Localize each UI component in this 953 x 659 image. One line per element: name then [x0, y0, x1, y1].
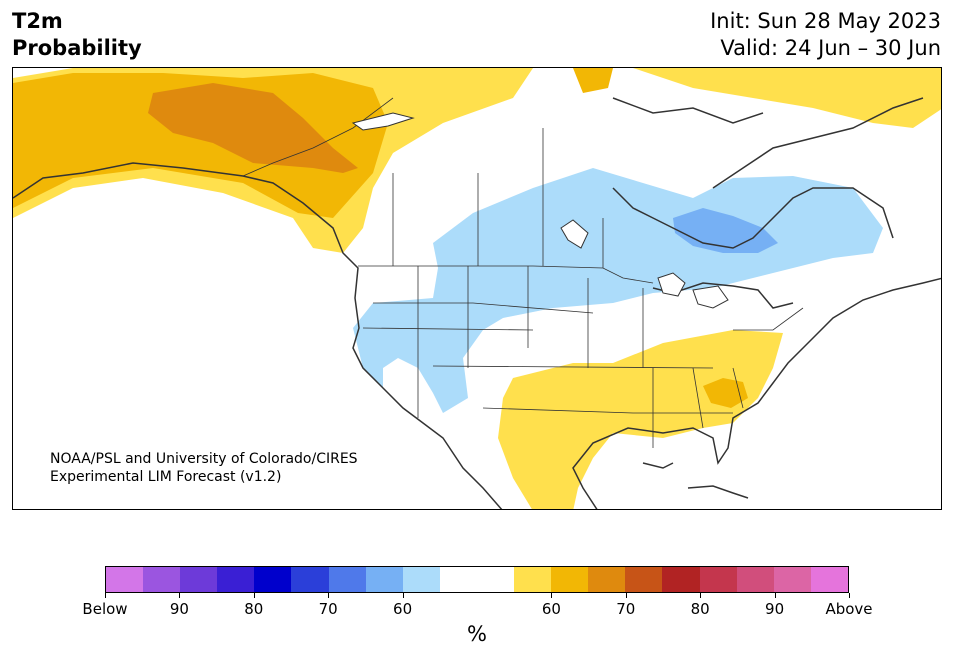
date-info: Init: Sun 28 May 2023 Valid: 24 Jun – 30…	[710, 8, 941, 62]
colorbar-cell	[180, 567, 218, 592]
colorbar-cell	[476, 567, 515, 592]
credit-text: NOAA/PSL and University of Colorado/CIRE…	[50, 450, 358, 486]
colorbar-unit: %	[467, 622, 487, 646]
forecast-map: NOAA/PSL and University of Colorado/CIRE…	[12, 67, 942, 510]
above-70-arctic-island	[573, 68, 613, 93]
colorbar-cell	[328, 567, 366, 592]
colorbar-cell	[588, 567, 626, 592]
colorbar-cell	[699, 567, 737, 592]
colorbar-cell	[291, 567, 329, 592]
colorbar-cell	[514, 567, 552, 592]
political-borders	[242, 97, 804, 448]
colorbar-tick-mark	[700, 593, 702, 598]
above-60-southeast	[498, 330, 783, 509]
colorbar-cell	[736, 567, 774, 592]
colorbar-tick-label: 60	[541, 600, 561, 618]
colorbar-tick-mark	[774, 593, 776, 598]
colorbar-tick-mark	[328, 593, 330, 598]
colorbar-tick-label: 70	[616, 600, 636, 618]
colorbar-tick-label: 80	[244, 600, 264, 618]
colorbar-tick-mark	[253, 593, 255, 598]
map-canvas	[13, 68, 941, 509]
colorbar-cell	[143, 567, 181, 592]
colorbar-tick-label: 90	[169, 600, 189, 618]
colorbar-cell	[810, 567, 848, 592]
valid-period: Valid: 24 Jun – 30 Jun	[720, 36, 941, 60]
colorbar-cell	[254, 567, 292, 592]
colorbar-cell	[402, 567, 440, 592]
colorbar-tick-label: 90	[765, 600, 785, 618]
colorbar-tick-label: 60	[393, 600, 413, 618]
probability-colorbar	[105, 566, 849, 593]
credit-line-2: Experimental LIM Forecast (v1.2)	[50, 469, 282, 485]
coastlines	[13, 97, 941, 509]
colorbar-cell	[365, 567, 403, 592]
above-70-carolinas	[703, 378, 748, 408]
colorbar-cell	[662, 567, 700, 592]
variable-label: T2m	[12, 9, 63, 33]
colorbar-tick-label: Above	[825, 600, 873, 618]
above-70-alaska	[13, 73, 388, 218]
product-label: Probability	[12, 36, 142, 60]
colorbar-tick-label: Below	[82, 600, 128, 618]
init-date: Init: Sun 28 May 2023	[710, 9, 941, 33]
colorbar-cell	[106, 567, 144, 592]
above-60-arctic	[633, 68, 941, 128]
colorbar-tick-mark	[625, 593, 627, 598]
colorbar-tick-label: 70	[318, 600, 338, 618]
credit-line-1: NOAA/PSL and University of Colorado/CIRE…	[50, 451, 358, 467]
colorbar-cell	[625, 567, 663, 592]
colorbar-tick-mark	[402, 593, 404, 598]
colorbar-cell	[551, 567, 589, 592]
chart-title: T2m Probability	[12, 8, 142, 62]
colorbar-tick-mark	[179, 593, 181, 598]
colorbar-cell	[439, 567, 477, 592]
colorbar-tick-mark	[551, 593, 553, 598]
colorbar-cell	[773, 567, 811, 592]
colorbar-tick-mark	[849, 593, 850, 598]
colorbar-tick-label: 80	[690, 600, 710, 618]
lakes	[351, 112, 729, 309]
colorbar-tick-mark	[105, 593, 106, 598]
colorbar-cell	[217, 567, 255, 592]
